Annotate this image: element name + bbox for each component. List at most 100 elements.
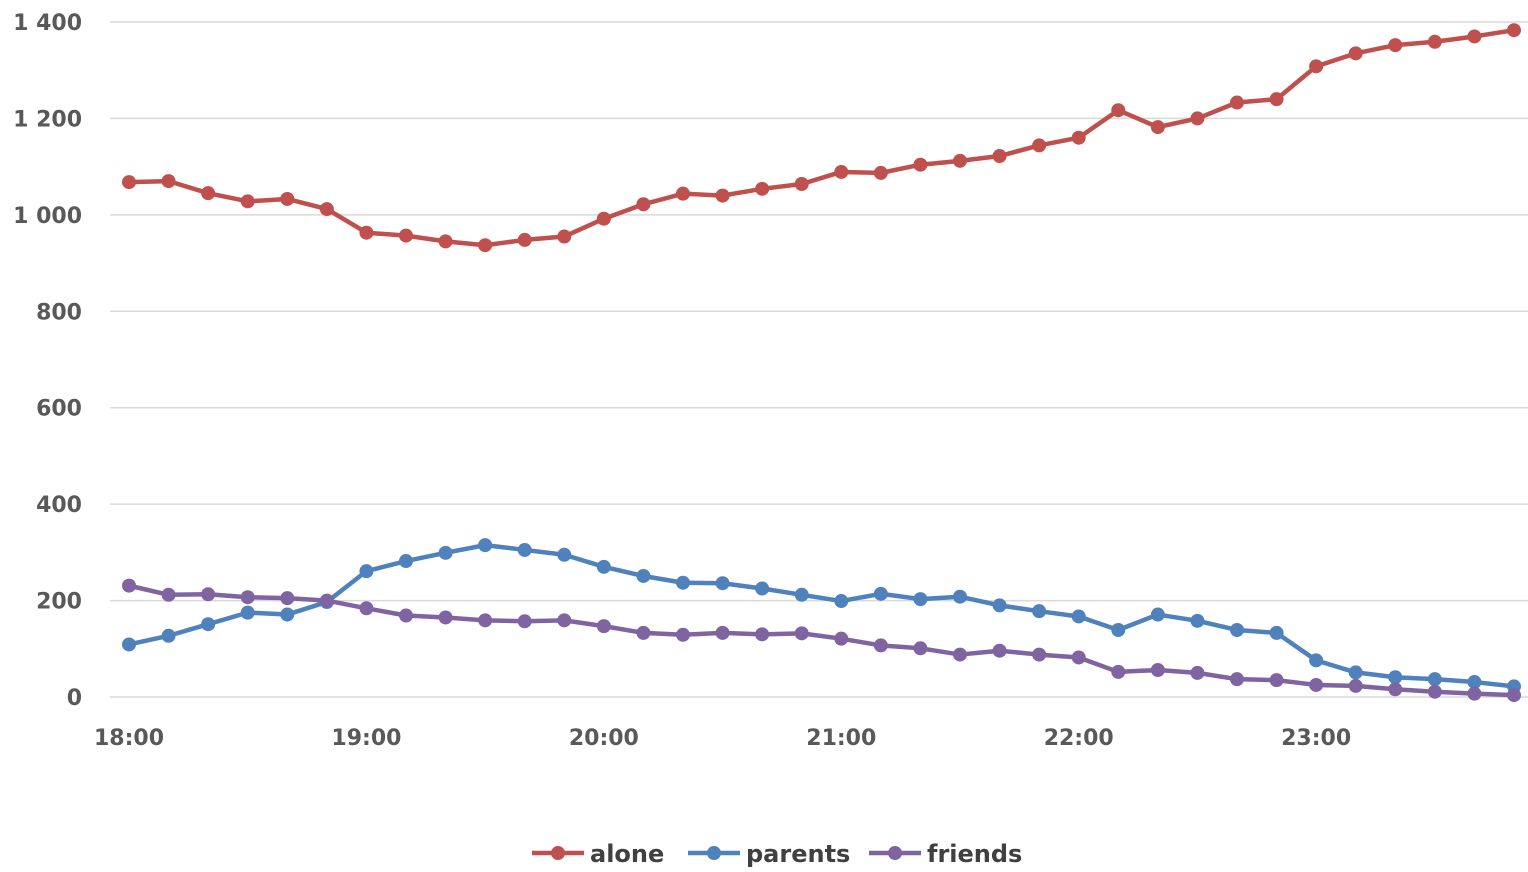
data-point-parents [399,554,413,569]
data-point-alone [1309,59,1324,74]
series-line-parents [126,542,1517,689]
y-tick-label: 800 [36,300,82,325]
data-point-parents [438,545,453,560]
data-point-alone [715,188,730,203]
data-point-friends [1269,673,1284,688]
y-tick-label: 200 [36,590,82,615]
data-point-friends [517,614,532,629]
data-point-parents [953,589,967,604]
data-point-alone [280,191,295,206]
data-point-friends [1071,650,1086,665]
data-point-alone [1111,103,1126,118]
series-line-friends [126,583,1517,698]
gridlines [110,21,1528,698]
data-point-parents [201,617,216,632]
data-point-friends [1388,682,1403,697]
data-point-parents [161,628,176,643]
data-point-parents [1032,604,1047,619]
data-point-parents [1388,670,1403,685]
legend-item-friends: friends [869,840,1022,868]
data-point-friends [161,587,176,602]
series-friends [122,578,1521,703]
y-tick-label: 0 [67,686,82,711]
data-point-parents [992,598,1007,613]
data-point-parents [240,605,255,620]
data-point-alone [794,177,809,191]
data-point-friends [557,613,572,628]
data-point-alone [359,225,374,240]
data-point-friends [1190,665,1205,680]
data-point-alone [596,211,611,226]
data-point-alone [1348,46,1363,61]
data-point-parents [1111,622,1126,637]
legend-label: parents [746,840,850,868]
data-point-alone [873,165,888,180]
data-point-alone [319,202,334,217]
x-tick-label: 22:00 [1044,726,1114,751]
legend-swatch-marker [888,846,902,860]
data-point-alone [201,186,216,201]
data-point-alone [953,153,967,168]
data-point-alone [399,228,413,243]
series-alone [122,23,1521,253]
data-point-parents [1309,653,1324,668]
data-point-friends [1309,677,1324,692]
data-point-parents [1190,613,1205,628]
data-point-parents [596,559,611,574]
y-axis-tick-labels: 0 200 400 600 800 1 000 1 200 1 400 [13,11,82,711]
x-tick-label: 18:00 [94,726,164,751]
data-point-alone [1467,29,1482,44]
data-point-alone [478,238,493,253]
data-point-friends [596,619,611,634]
data-point-friends [715,625,730,640]
data-point-parents [1230,622,1244,637]
data-point-parents [676,575,690,590]
data-point-parents [873,586,888,601]
data-point-parents [794,587,809,602]
data-point-alone [1269,92,1284,107]
legend-item-alone: alone [532,840,664,868]
data-point-parents [913,592,928,607]
data-point-friends [1150,663,1165,677]
series-parents [122,538,1521,694]
data-point-friends [201,587,216,602]
data-point-friends [873,638,888,653]
y-tick-label: 1 000 [13,204,82,229]
data-point-alone [1507,23,1521,38]
data-point-friends [478,613,493,628]
data-point-parents [517,542,532,557]
data-point-parents [280,607,295,622]
data-point-alone [1032,138,1047,153]
data-point-parents [1427,672,1442,687]
data-point-friends [280,591,295,606]
data-point-friends [240,590,255,605]
legend-swatch-marker [551,846,565,860]
data-point-friends [913,641,928,656]
data-point-friends [1507,688,1521,703]
data-point-alone [755,181,770,196]
legend-label: friends [927,840,1022,868]
data-point-parents [1348,665,1363,680]
x-tick-label: 19:00 [331,726,401,751]
x-tick-label: 23:00 [1281,726,1351,751]
data-point-alone [636,197,651,212]
data-point-friends [1427,684,1442,699]
data-point-alone [1190,111,1205,126]
data-point-friends [1111,664,1126,679]
series-lines [122,23,1521,703]
data-point-alone [1150,120,1165,135]
data-point-friends [794,626,809,641]
data-point-friends [399,608,413,623]
data-point-alone [1230,95,1244,110]
data-point-parents [1150,607,1165,622]
legend-label: alone [590,840,664,868]
y-tick-label: 600 [36,397,82,422]
data-point-alone [1071,130,1086,145]
data-point-alone [1388,38,1403,53]
legend: alone parents friends [532,840,1022,868]
data-point-friends [834,631,849,646]
y-tick-label: 400 [36,493,82,518]
data-point-alone [834,164,849,179]
data-point-friends [1230,672,1244,687]
